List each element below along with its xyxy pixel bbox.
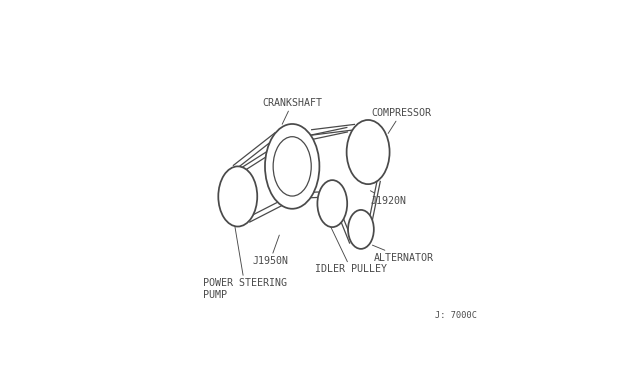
Ellipse shape xyxy=(218,166,257,227)
Text: J1920N: J1920N xyxy=(371,191,406,206)
Text: POWER STEERING
PUMP: POWER STEERING PUMP xyxy=(204,227,287,300)
Text: CRANKSHAFT: CRANKSHAFT xyxy=(262,98,322,124)
Ellipse shape xyxy=(265,124,319,209)
Text: ALTERNATOR: ALTERNATOR xyxy=(372,245,434,263)
Text: IDLER PULLEY: IDLER PULLEY xyxy=(315,227,387,275)
Ellipse shape xyxy=(348,210,374,249)
Ellipse shape xyxy=(347,120,390,184)
Text: J: 7000C: J: 7000C xyxy=(435,311,477,320)
Ellipse shape xyxy=(317,180,347,227)
Text: J1950N: J1950N xyxy=(252,235,288,266)
Text: COMPRESSOR: COMPRESSOR xyxy=(371,108,431,134)
